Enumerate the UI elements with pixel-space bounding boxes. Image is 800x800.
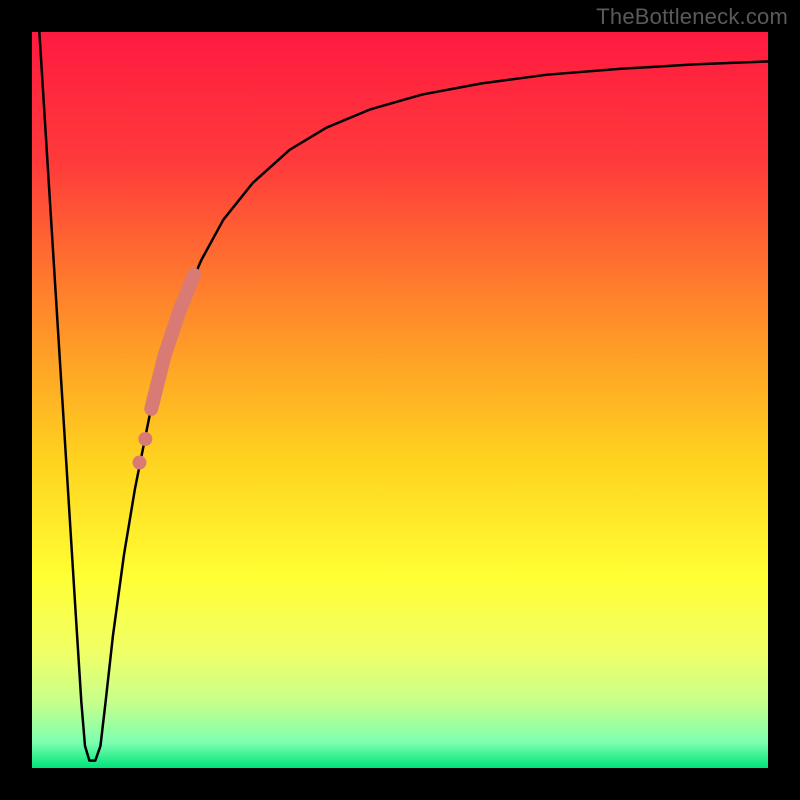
curve-layer bbox=[32, 32, 768, 768]
highlight-dot bbox=[138, 432, 152, 446]
plot-area bbox=[32, 32, 768, 768]
highlight-dot bbox=[132, 456, 146, 470]
chart-frame: TheBottleneck.com bbox=[0, 0, 800, 800]
highlight-band bbox=[151, 275, 194, 409]
watermark-label: TheBottleneck.com bbox=[596, 4, 788, 30]
